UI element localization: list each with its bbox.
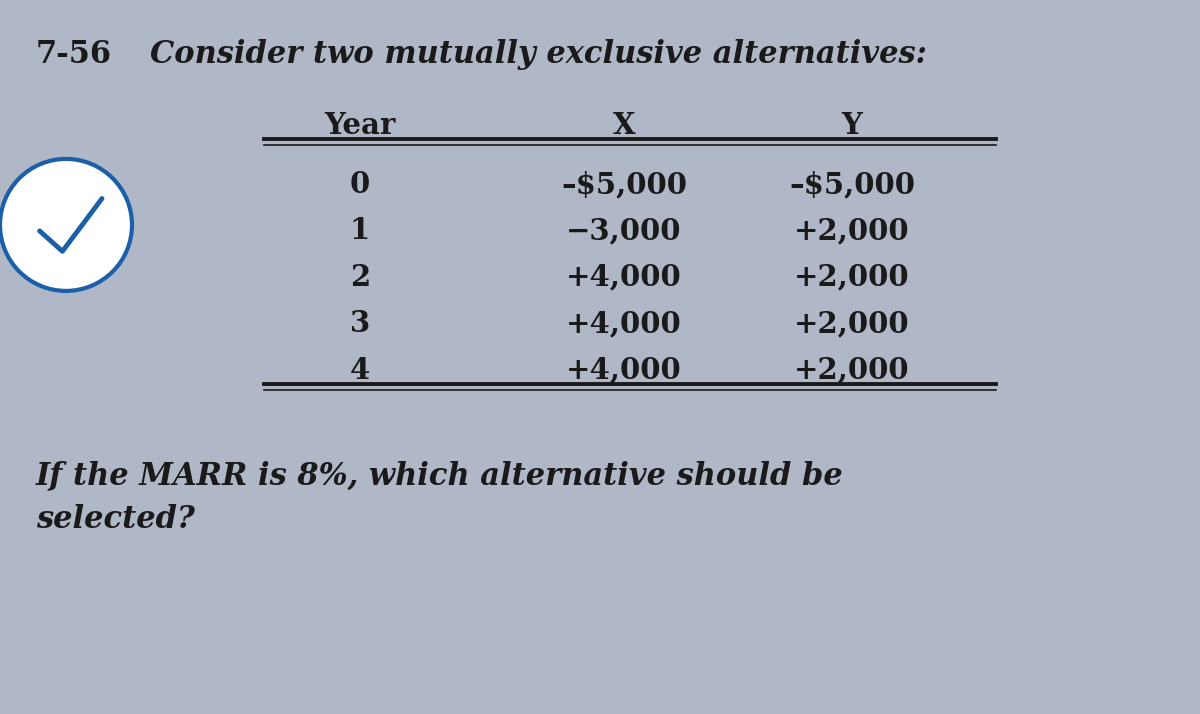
Text: +4,000: +4,000: [566, 356, 682, 385]
Text: −3,000: −3,000: [566, 216, 682, 246]
Text: +2,000: +2,000: [794, 356, 910, 385]
Text: Y: Y: [841, 111, 863, 140]
Text: –$5,000: –$5,000: [562, 170, 686, 199]
Text: 7-56: 7-56: [36, 39, 112, 70]
Text: 0: 0: [350, 170, 370, 199]
Text: 4: 4: [350, 356, 370, 385]
Text: Year: Year: [324, 111, 396, 140]
Text: +2,000: +2,000: [794, 263, 910, 292]
Text: Consider two mutually exclusive alternatives:: Consider two mutually exclusive alternat…: [150, 39, 926, 70]
Text: 1: 1: [350, 216, 370, 246]
Text: +2,000: +2,000: [794, 309, 910, 338]
Text: X: X: [613, 111, 635, 140]
Text: +2,000: +2,000: [794, 216, 910, 246]
Text: 2: 2: [350, 263, 370, 292]
Ellipse shape: [0, 159, 132, 291]
Text: +4,000: +4,000: [566, 309, 682, 338]
Text: –$5,000: –$5,000: [790, 170, 916, 199]
Text: 3: 3: [350, 309, 370, 338]
Text: If the MARR is 8%, which alternative should be
selected?: If the MARR is 8%, which alternative sho…: [36, 461, 844, 535]
Text: +4,000: +4,000: [566, 263, 682, 292]
